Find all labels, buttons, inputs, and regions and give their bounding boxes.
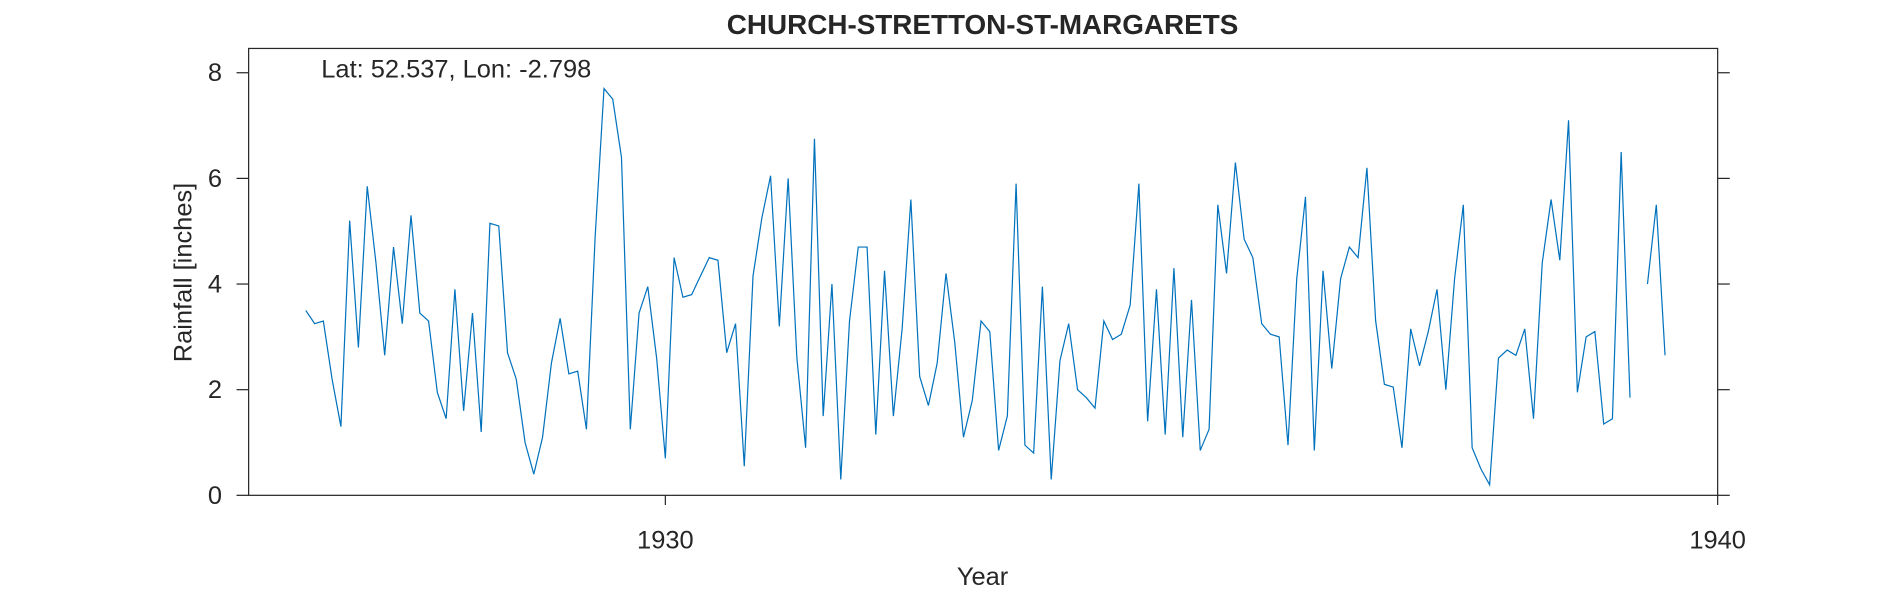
chart-title: CHURCH-STRETTON-ST-MARGARETS	[727, 9, 1238, 40]
axes-box	[248, 47, 1719, 496]
x-axis-label: Year	[957, 563, 1009, 591]
y-axis-label: Rainfall [inches]	[170, 183, 198, 362]
data-line	[305, 87, 1631, 487]
y-tick-label: 4	[208, 271, 222, 299]
x-tick-label: 1930	[637, 527, 694, 555]
y-tick-label: 6	[208, 165, 222, 193]
y-tick-label: 2	[208, 376, 222, 404]
y-tick-label: 0	[208, 482, 222, 510]
data-line	[1646, 204, 1666, 356]
x-tick-label: 1940	[1689, 527, 1746, 555]
y-tick-label: 8	[208, 59, 222, 87]
annotation: Lat: 52.537, Lon: -2.798	[321, 56, 591, 84]
